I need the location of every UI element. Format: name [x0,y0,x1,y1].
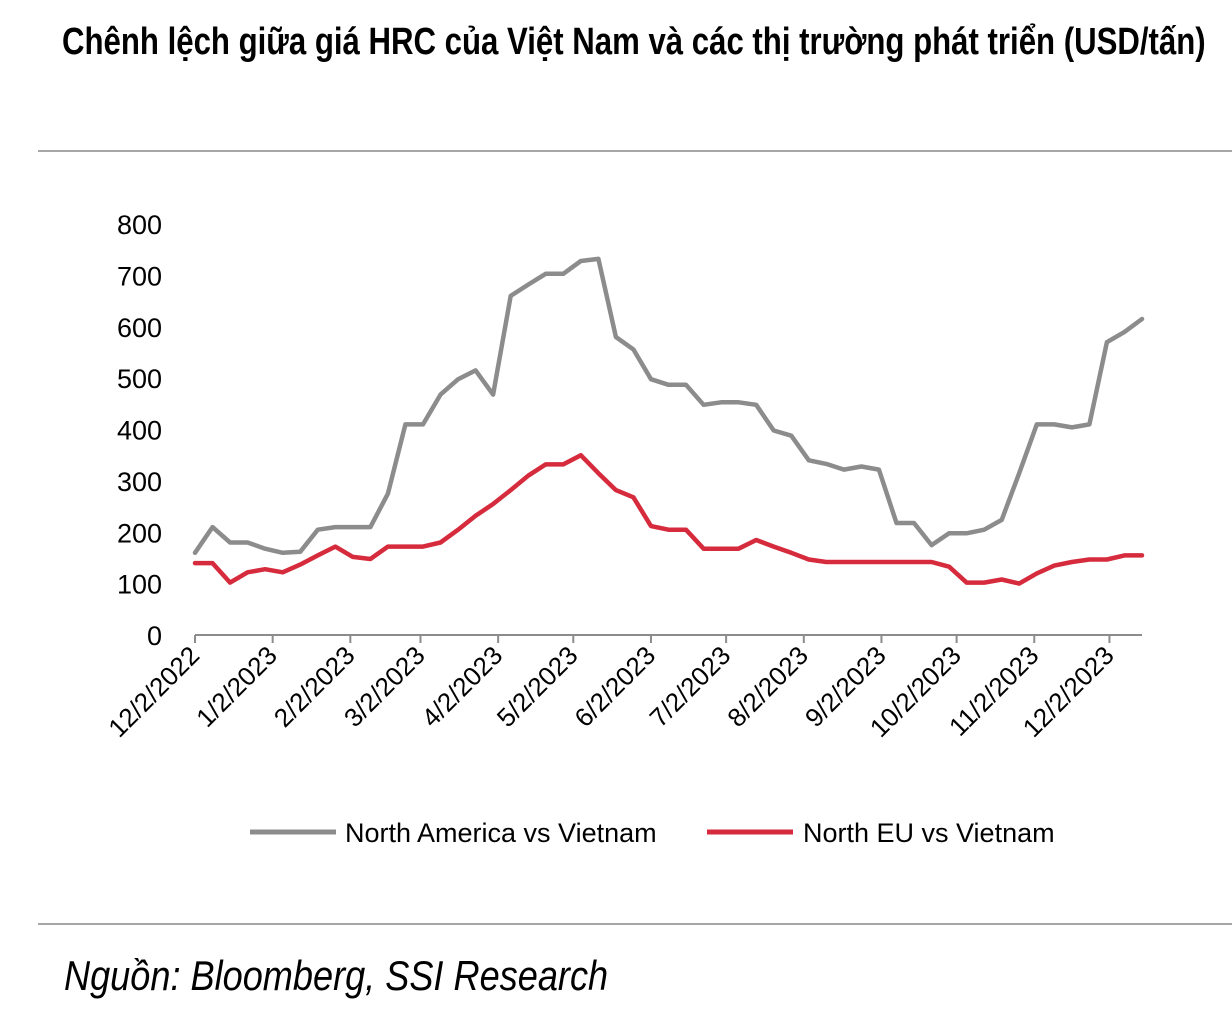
chart-title: Chênh lệch giữa giá HRC của Việt Nam và … [62,21,1206,63]
y-tick-label: 0 [147,621,162,651]
legend-label: North America vs Vietnam [345,818,657,848]
y-axis-ticks: 0 100 200 300 400 500 600 700 800 [117,210,162,651]
y-tick-label: 300 [117,467,162,497]
x-tick-label: 1/2/2023 [190,640,283,733]
x-axis: 12/2/20221/2/20232/2/20233/2/20234/2/202… [102,634,1142,743]
y-tick-label: 100 [117,570,162,600]
x-tick-label: 6/2/2023 [568,640,661,733]
source-note: Nguồn: Bloomberg, SSI Research [64,952,609,999]
series-lines [192,256,1145,586]
series-line-north-eu [192,452,1145,586]
line-chart: 0 100 200 300 400 500 600 700 800 12/2/20221/2/2… [102,210,1145,848]
x-tick-label: 7/2/2023 [644,640,737,733]
y-tick-label: 400 [117,416,162,446]
x-tick-label: 12/2/2022 [102,640,205,743]
y-tick-label: 600 [117,313,162,343]
y-tick-label: 800 [117,210,162,240]
y-tick-label: 700 [117,261,162,291]
legend-label: North EU vs Vietnam [803,818,1055,848]
x-tick-label: 4/2/2023 [416,640,509,733]
x-tick-label: 8/2/2023 [721,640,814,733]
x-tick-label: 5/2/2023 [491,640,584,733]
y-tick-label: 500 [117,364,162,394]
legend: North America vs Vietnam North EU vs Viet… [250,818,1055,848]
series-line-north-america [192,256,1145,556]
top-divider [38,150,1232,152]
y-tick-label: 200 [117,518,162,548]
bottom-divider [38,923,1232,925]
